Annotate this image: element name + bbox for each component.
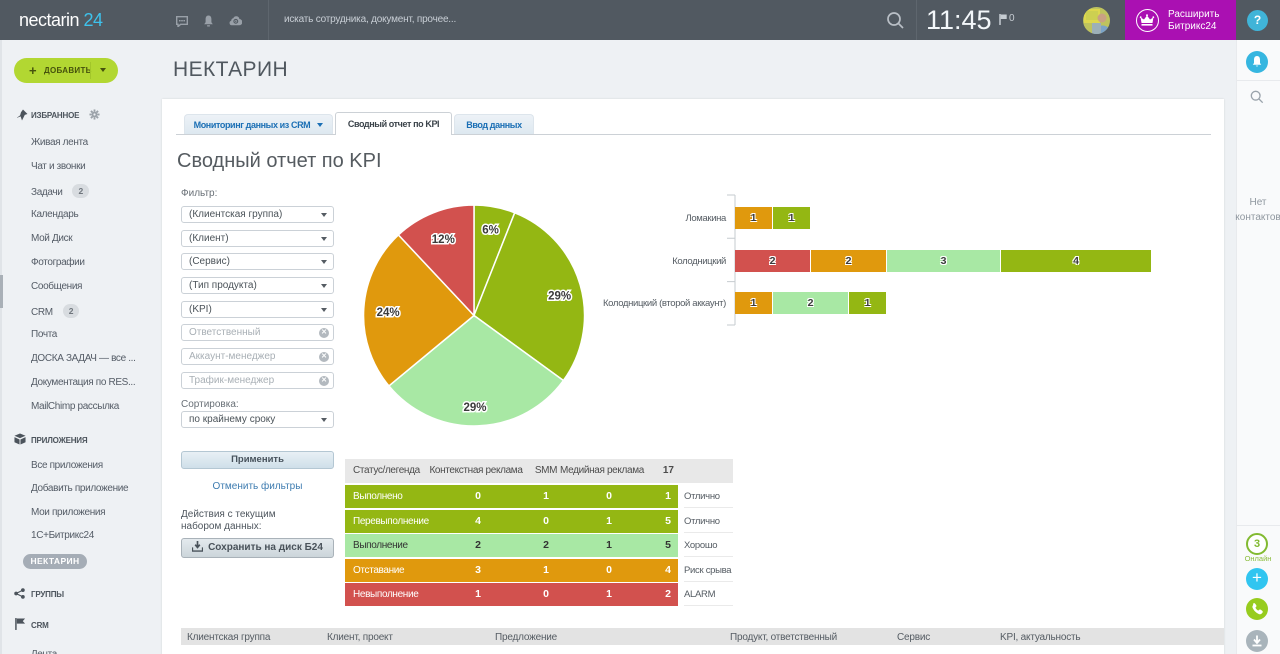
svg-text:6%: 6% [482,225,499,237]
svg-text:24%: 24% [377,307,400,319]
svg-text:12%: 12% [432,234,455,246]
svg-text:29%: 29% [548,291,571,303]
svg-text:29%: 29% [463,402,486,414]
